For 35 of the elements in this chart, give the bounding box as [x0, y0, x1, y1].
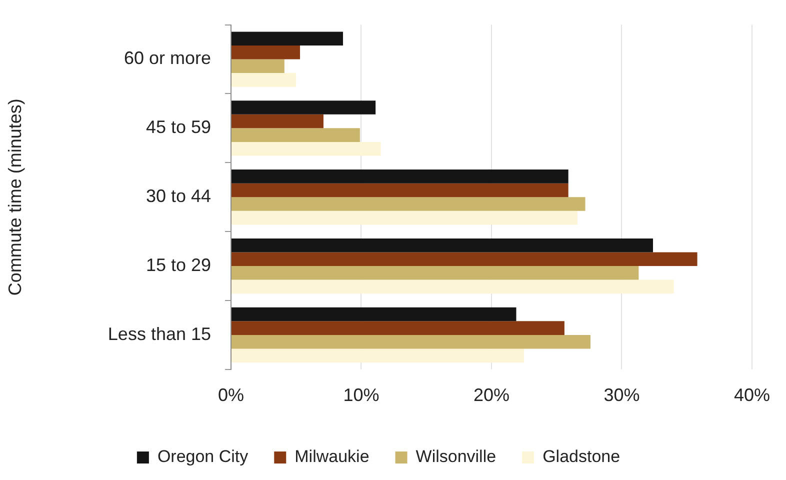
bar	[232, 170, 568, 184]
bar	[232, 128, 360, 142]
legend-label: Milwaukie	[294, 447, 370, 466]
bar	[232, 321, 564, 335]
legend-label: Wilsonville	[416, 447, 496, 466]
bar	[232, 210, 578, 225]
y-tick-label: 15 to 29	[146, 254, 211, 275]
x-tick-label: 30%	[604, 385, 640, 406]
x-tick-label: 20%	[473, 385, 510, 406]
bar	[232, 238, 653, 252]
bar	[232, 45, 300, 60]
x-tick-label: 0%	[218, 385, 244, 406]
x-tick-label: 10%	[343, 385, 380, 406]
bar	[232, 280, 674, 294]
bar	[232, 114, 324, 128]
bar	[232, 266, 639, 280]
y-tick-label: 60 or more	[124, 48, 211, 68]
legend-label: Gladstone	[542, 447, 620, 466]
bar	[232, 197, 586, 211]
bar	[232, 183, 568, 198]
bar	[232, 73, 296, 87]
bar	[232, 59, 284, 74]
bar	[232, 307, 516, 322]
bar	[232, 348, 524, 363]
legend-label: Oregon City	[157, 447, 249, 466]
x-tick-label: 40%	[734, 385, 770, 406]
bar	[232, 32, 344, 46]
bar	[232, 252, 698, 266]
y-axis-title: Commute time (minutes)	[4, 98, 25, 296]
y-tick-label: 30 to 44	[146, 186, 211, 206]
y-tick-label: Less than 15	[108, 324, 211, 344]
bar	[232, 334, 590, 349]
bar	[232, 100, 376, 114]
bar	[232, 142, 381, 156]
y-tick-label: 45 to 59	[146, 117, 211, 138]
